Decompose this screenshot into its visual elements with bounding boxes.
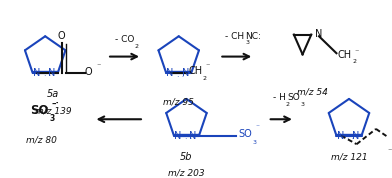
Text: m/z 203: m/z 203 <box>168 169 205 178</box>
Text: NC:: NC: <box>245 32 261 41</box>
Text: m/z 95: m/z 95 <box>163 98 194 107</box>
Text: ⁻: ⁻ <box>355 47 359 56</box>
Text: CH: CH <box>188 66 202 76</box>
Text: m/z 139: m/z 139 <box>34 106 71 115</box>
Text: · ·: · · <box>347 135 354 144</box>
Text: 2: 2 <box>135 44 139 49</box>
Text: SO: SO <box>287 93 300 102</box>
Text: 3: 3 <box>245 40 249 45</box>
Text: SO: SO <box>239 129 252 139</box>
Text: N: N <box>352 131 359 141</box>
Text: N: N <box>315 29 323 39</box>
Text: N: N <box>337 131 344 141</box>
Text: - CO: - CO <box>115 35 134 44</box>
Text: N: N <box>166 68 174 78</box>
Text: · ·: · · <box>185 135 192 144</box>
Text: 3: 3 <box>49 114 54 123</box>
Text: O: O <box>58 31 65 41</box>
Text: SO: SO <box>30 104 49 117</box>
Text: 2: 2 <box>203 77 207 82</box>
Text: N: N <box>174 131 181 141</box>
Text: 3: 3 <box>300 101 304 106</box>
Text: 5b: 5b <box>180 151 193 161</box>
Text: N: N <box>182 68 189 78</box>
Text: m/z 54: m/z 54 <box>297 88 328 97</box>
Text: N: N <box>48 68 56 78</box>
Text: ⁻: ⁻ <box>387 146 392 155</box>
Text: · ·: · · <box>44 72 51 81</box>
Text: 2: 2 <box>286 101 290 106</box>
Text: ⁻: ⁻ <box>255 123 259 132</box>
Text: O: O <box>85 67 93 77</box>
Text: ⁻: ⁻ <box>206 62 210 71</box>
Text: 2: 2 <box>352 59 356 64</box>
Text: m/z 121: m/z 121 <box>331 152 367 161</box>
Text: CH: CH <box>338 50 352 60</box>
Text: –·: –· <box>52 100 60 109</box>
Text: - H: - H <box>273 93 286 102</box>
Text: · ·: · · <box>177 73 184 82</box>
Text: - CH: - CH <box>225 32 244 41</box>
Text: N: N <box>189 131 197 141</box>
Text: 3: 3 <box>252 140 256 145</box>
Text: ⁻: ⁻ <box>96 62 101 71</box>
Text: N: N <box>33 68 40 78</box>
Text: 5a: 5a <box>47 89 59 99</box>
Text: m/z 80: m/z 80 <box>26 135 57 144</box>
